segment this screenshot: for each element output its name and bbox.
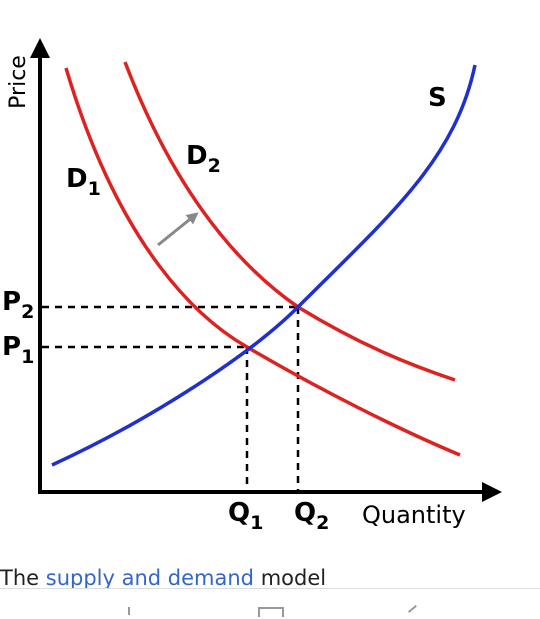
- supply-demand-diagram: Price Quantity S D1 D2 P2 P1 Q1 Q2: [2, 38, 502, 534]
- label-sub: 1: [21, 346, 34, 368]
- label-sub: 2: [208, 155, 221, 177]
- label-sub: 2: [316, 512, 329, 534]
- x-axis-label: Quantity: [362, 501, 466, 529]
- demand1-label: D1: [66, 164, 101, 200]
- label-sub: 1: [88, 178, 101, 200]
- price2-label: P2: [2, 287, 34, 323]
- label-main: Q: [294, 498, 316, 528]
- caption-text: model: [260, 566, 327, 590]
- label-main: P: [2, 287, 21, 317]
- label-main: D: [66, 164, 88, 194]
- quantity2-label: Q2: [294, 498, 329, 534]
- label-main: Q: [228, 498, 250, 528]
- supply-label: S: [428, 83, 447, 113]
- shift-arrow: [157, 212, 199, 247]
- label-sub: 2: [21, 301, 34, 323]
- toolbar: [0, 588, 540, 619]
- equilibrium-guides: [42, 305, 300, 490]
- y-axis-label: Price: [6, 55, 31, 109]
- toolbar-icon[interactable]: [407, 604, 423, 619]
- caption: The supply and demand model: [0, 566, 326, 590]
- label-main: P: [2, 332, 21, 362]
- label-main: D: [186, 141, 208, 171]
- toolbar-icon[interactable]: [128, 607, 130, 615]
- caption-text: The: [0, 566, 40, 590]
- label-sub: 1: [250, 512, 263, 534]
- quantity1-label: Q1: [228, 498, 263, 534]
- toolbar-icon[interactable]: [258, 607, 284, 617]
- caption-link[interactable]: supply and demand: [45, 566, 254, 590]
- supply-curve: [51, 64, 477, 467]
- price1-label: P1: [2, 332, 34, 368]
- demand-curve-1: [64, 67, 461, 457]
- demand-curve-2: [123, 61, 456, 382]
- demand2-label: D2: [186, 141, 221, 177]
